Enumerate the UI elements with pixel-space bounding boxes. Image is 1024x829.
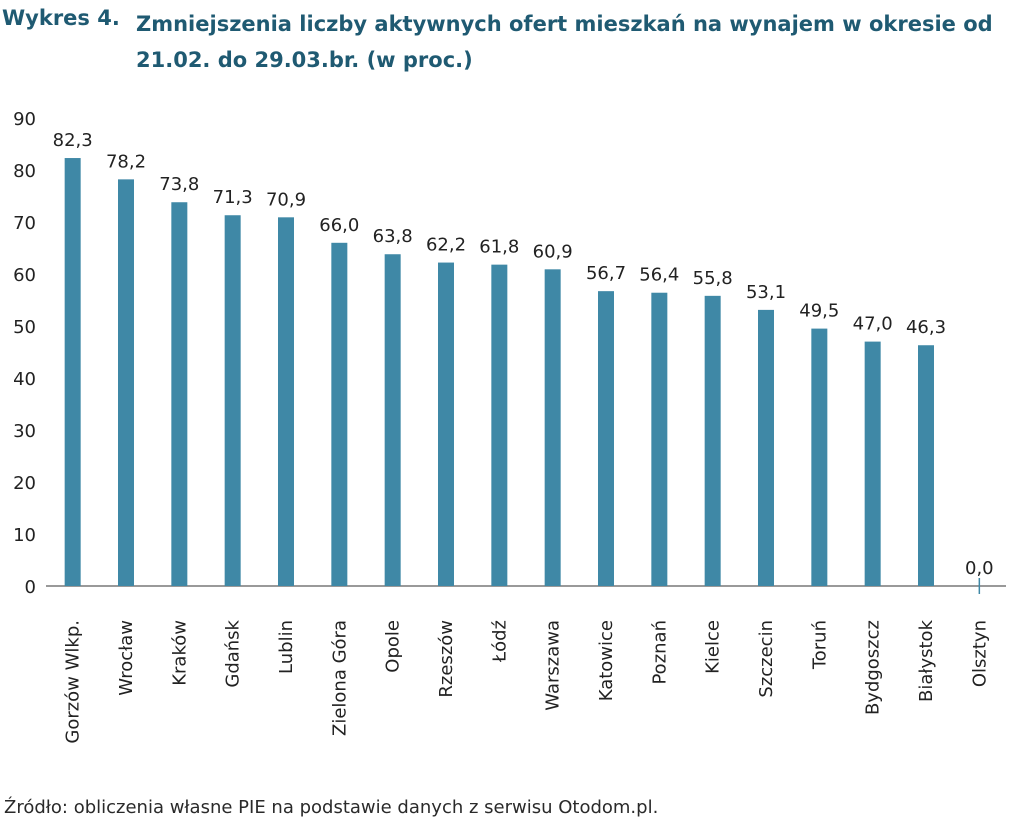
data-label: 78,2 — [106, 151, 146, 172]
x-tick-label: Szczecin — [756, 620, 777, 698]
bar — [864, 341, 881, 586]
chart-title: Zmniejszenia liczby aktywnych ofert mies… — [136, 12, 993, 72]
data-label: 63,8 — [373, 226, 413, 247]
bar-chart: 0 10 20 30 40 50 60 70 80 90 82,3 Gorzów Wlkp. 78,2 W… — [13, 109, 1006, 744]
bar — [171, 202, 188, 587]
x-tick-label: Katowice — [596, 620, 617, 701]
data-label: 46,3 — [906, 317, 946, 338]
x-tick-label: Kielce — [703, 620, 724, 674]
bar — [384, 254, 401, 587]
data-label: 47,0 — [853, 314, 893, 335]
data-label: 49,5 — [799, 301, 839, 322]
bar — [118, 179, 134, 587]
y-tick-label: 90 — [13, 109, 36, 130]
x-tick-label: Kraków — [169, 620, 190, 686]
data-label: 73,8 — [159, 174, 199, 195]
data-label: 66,0 — [319, 215, 359, 236]
y-tick-label: 70 — [13, 213, 36, 234]
y-tick-label: 10 — [13, 525, 36, 546]
x-tick-label: Zielona Góra — [329, 620, 350, 736]
x-tick-label: Warszawa — [543, 620, 564, 711]
data-label: 56,4 — [639, 265, 679, 286]
x-tick-label: Lublin — [276, 620, 297, 674]
data-label: 82,3 — [53, 130, 93, 151]
x-tick-label: Wrocław — [116, 620, 137, 696]
y-tick-label: 40 — [13, 369, 36, 390]
bar — [544, 269, 561, 586]
bar — [278, 217, 294, 586]
data-label: 62,2 — [426, 235, 466, 256]
bar — [491, 264, 508, 586]
data-label: 56,7 — [586, 263, 626, 284]
data-label: 53,1 — [746, 282, 786, 303]
bar — [224, 215, 241, 587]
data-label: 0,0 — [965, 558, 994, 579]
x-tick-label: Rzeszów — [436, 620, 457, 698]
data-label: 71,3 — [213, 187, 253, 208]
y-tick-label: 30 — [13, 421, 36, 442]
bar — [331, 242, 348, 587]
y-tick-label: 60 — [13, 265, 36, 286]
y-tick-label: 0 — [25, 577, 36, 598]
bar — [811, 328, 828, 586]
bar — [64, 158, 81, 587]
bar — [651, 292, 668, 586]
x-tick-label: Poznań — [649, 620, 670, 685]
bar — [438, 262, 454, 586]
x-tick-label: Olsztyn — [969, 620, 990, 687]
bar — [758, 309, 774, 586]
bar — [918, 345, 934, 586]
x-tick-label: Bydgoszcz — [863, 620, 884, 715]
x-tick-label: Białystok — [916, 619, 937, 702]
source-note: Źródło: obliczenia własne PIE na podstaw… — [4, 797, 659, 818]
y-tick-label: 50 — [13, 317, 36, 338]
data-label: 60,9 — [533, 241, 573, 262]
bar — [704, 295, 721, 586]
x-tick-label: Gdańsk — [223, 619, 244, 687]
chart-number-label: Wykres 4. — [2, 6, 120, 30]
y-tick-label: 80 — [13, 161, 36, 182]
x-tick-label: Toruń — [809, 620, 830, 670]
x-tick-label: Opole — [383, 620, 404, 673]
y-tick-label: 20 — [13, 473, 36, 494]
data-label: 61,8 — [479, 237, 519, 258]
data-label: 70,9 — [266, 189, 306, 210]
bar — [598, 291, 614, 586]
data-label: 55,8 — [693, 268, 733, 289]
x-tick-label: Łódź — [489, 620, 510, 663]
x-tick-label: Gorzów Wlkp. — [63, 620, 84, 744]
